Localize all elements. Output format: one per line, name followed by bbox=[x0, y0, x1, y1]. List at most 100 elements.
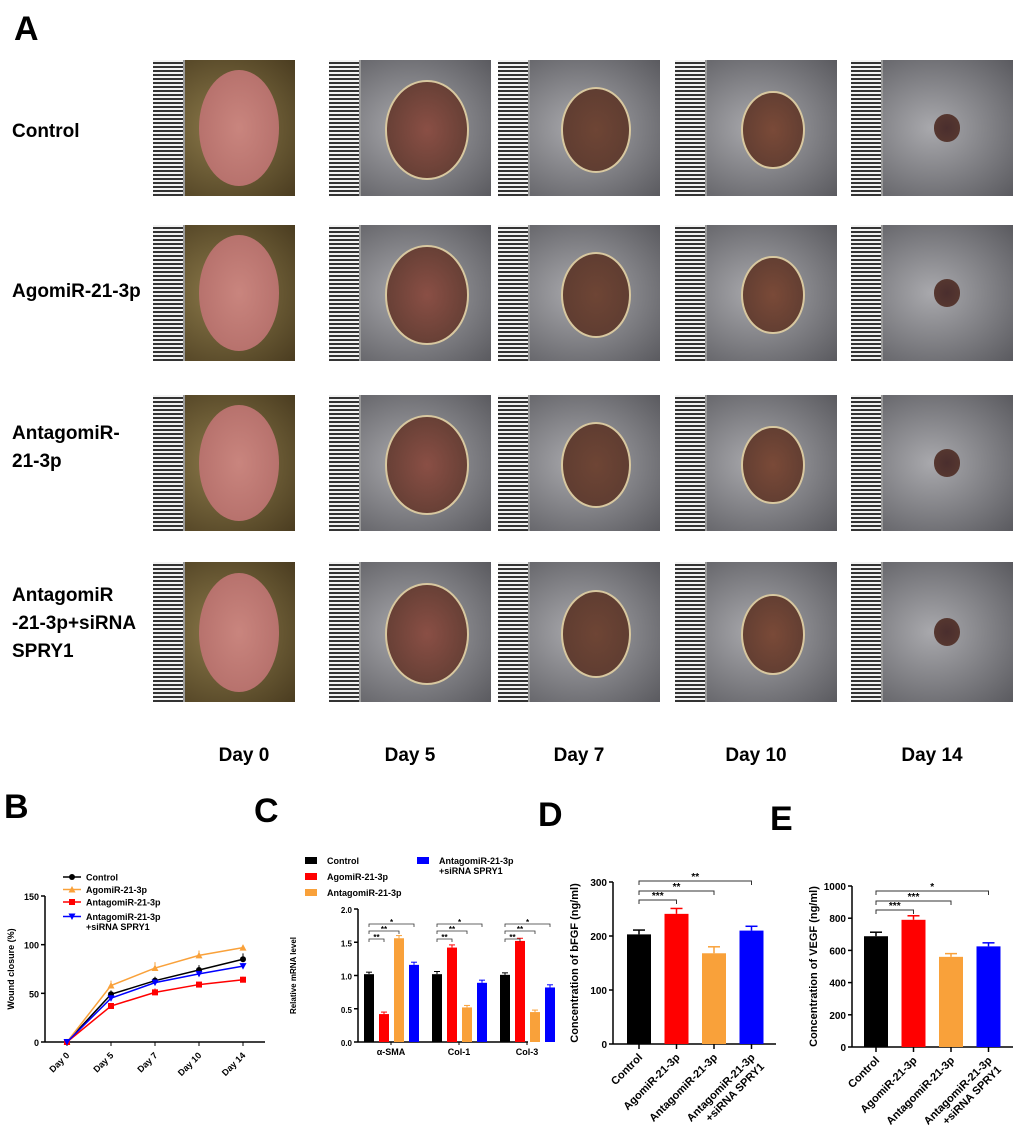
wound-photo bbox=[498, 562, 660, 702]
legend-label: AntagomiR-21-3p bbox=[327, 888, 402, 898]
significance-label: *** bbox=[889, 901, 901, 912]
wound-photo bbox=[851, 225, 1013, 361]
col-label-day10: Day 10 bbox=[725, 745, 787, 766]
ruler bbox=[675, 60, 707, 196]
y-tick-label: 0.5 bbox=[341, 1006, 353, 1015]
col-label-day0: Day 0 bbox=[218, 745, 270, 766]
ruler bbox=[498, 225, 530, 361]
significance-bracket bbox=[368, 938, 385, 942]
y-tick-label: 150 bbox=[24, 892, 39, 902]
x-tick-label: Day 0 bbox=[47, 1050, 71, 1074]
wound-photo bbox=[498, 60, 660, 196]
x-tick-label: Col-1 bbox=[448, 1047, 471, 1057]
ruler bbox=[851, 60, 883, 196]
wound-area bbox=[385, 80, 469, 180]
wound-area bbox=[561, 87, 631, 173]
bar bbox=[702, 953, 726, 1044]
significance-label: * bbox=[390, 918, 394, 927]
x-tick-label: α-SMA bbox=[377, 1047, 406, 1057]
ruler bbox=[153, 225, 185, 361]
wound-area bbox=[385, 245, 469, 345]
wound-photo bbox=[153, 60, 295, 196]
bar bbox=[939, 956, 963, 1047]
significance-label: *** bbox=[652, 891, 664, 902]
significance-bracket bbox=[875, 909, 914, 914]
marker-square bbox=[108, 1002, 114, 1009]
ruler bbox=[329, 562, 361, 702]
y-tick-label: 100 bbox=[590, 986, 607, 997]
significance-label: ** bbox=[691, 872, 699, 883]
wound-area bbox=[741, 255, 805, 335]
ruler bbox=[153, 395, 185, 531]
x-tick-label: Control bbox=[609, 1052, 645, 1088]
legend-swatch bbox=[305, 857, 317, 864]
bar bbox=[739, 930, 764, 1044]
ruler bbox=[851, 225, 883, 361]
series-line bbox=[66, 958, 244, 1043]
legend-swatch bbox=[417, 857, 429, 864]
wound-area bbox=[198, 70, 280, 186]
legend-label: Control bbox=[86, 873, 118, 883]
significance-label: ** bbox=[373, 933, 380, 942]
marker-triangle-up bbox=[68, 886, 76, 893]
bar bbox=[515, 940, 525, 1042]
legend-label: +siRNA SPRY1 bbox=[439, 866, 503, 876]
wound-photo bbox=[153, 395, 295, 531]
bar bbox=[976, 946, 1001, 1047]
wound-area bbox=[198, 405, 280, 521]
y-tick-label: 0 bbox=[34, 1038, 39, 1048]
wound-area bbox=[385, 415, 469, 515]
y-tick-label: 600 bbox=[829, 946, 846, 957]
ruler bbox=[675, 225, 707, 361]
y-axis-label: Concentration of bFGF (ng/ml) bbox=[569, 883, 581, 1043]
marker-triangle-down bbox=[107, 995, 115, 1002]
bar bbox=[409, 964, 419, 1042]
y-tick-label: 200 bbox=[590, 932, 607, 943]
bar bbox=[447, 947, 457, 1042]
col-label-day14: Day 14 bbox=[901, 745, 963, 766]
legend-label: AntagomiR-21-3p bbox=[86, 912, 161, 922]
panel-label-d: D bbox=[538, 796, 563, 834]
ruler bbox=[851, 562, 883, 702]
significance-label: * bbox=[458, 918, 462, 927]
wound-area bbox=[933, 279, 961, 307]
significance-label: * bbox=[526, 918, 530, 927]
x-tick-label: Day 10 bbox=[176, 1050, 204, 1078]
wound-photo bbox=[329, 395, 491, 531]
ruler bbox=[498, 562, 530, 702]
marker-square bbox=[152, 989, 158, 996]
panel-label-b: B bbox=[4, 788, 29, 826]
legend-label: AntagomiR-21-3p bbox=[86, 898, 161, 908]
y-axis-label: Wound closure (%) bbox=[6, 928, 16, 1009]
x-tick-label: Control bbox=[846, 1055, 882, 1091]
bar bbox=[477, 982, 487, 1042]
wound-area bbox=[561, 252, 631, 338]
legend-swatch bbox=[305, 873, 317, 880]
ruler bbox=[329, 395, 361, 531]
wound-photo bbox=[329, 562, 491, 702]
col-label-day5: Day 5 bbox=[384, 745, 436, 766]
wound-area bbox=[933, 449, 961, 477]
y-tick-label: 1000 bbox=[824, 882, 847, 893]
wound-photo bbox=[675, 395, 837, 531]
ruler bbox=[329, 225, 361, 361]
wound-area bbox=[561, 422, 631, 508]
ruler bbox=[329, 60, 361, 196]
wound-area bbox=[741, 425, 805, 505]
y-tick-label: 50 bbox=[29, 989, 39, 999]
bar bbox=[864, 936, 888, 1047]
marker-triangle-down bbox=[63, 1039, 71, 1046]
bar bbox=[364, 974, 374, 1042]
marker-triangle-up bbox=[239, 944, 247, 951]
panel-label-a: A bbox=[14, 10, 39, 48]
ruler bbox=[498, 60, 530, 196]
wound-photo bbox=[675, 562, 837, 702]
bar bbox=[530, 1012, 540, 1042]
wound-photo bbox=[851, 60, 1013, 196]
y-tick-label: 2.0 bbox=[341, 906, 353, 915]
significance-label: * bbox=[930, 882, 934, 893]
wound-photo bbox=[851, 395, 1013, 531]
ruler bbox=[675, 395, 707, 531]
bar bbox=[500, 974, 510, 1042]
ruler bbox=[153, 562, 185, 702]
